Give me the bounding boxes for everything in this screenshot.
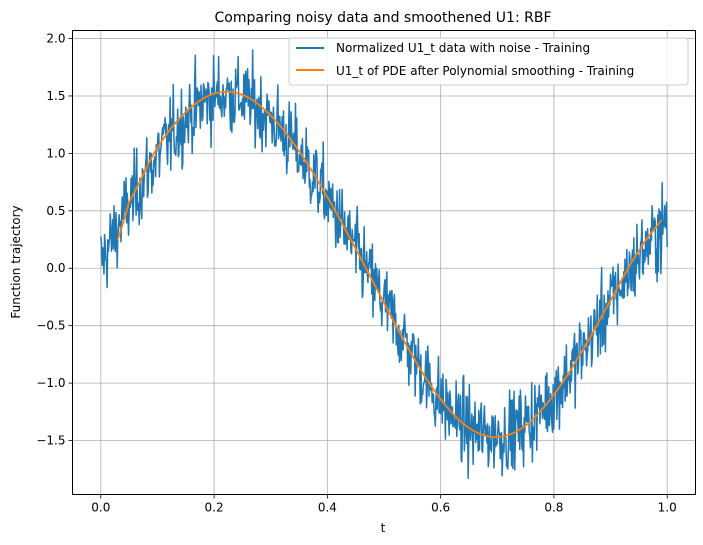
y-axis-label: Function trajectory bbox=[9, 205, 23, 318]
series-noisy-line bbox=[100, 49, 668, 480]
series-smoothed-line bbox=[116, 90, 663, 439]
legend: Normalized U1_t data with noise - Traini… bbox=[288, 37, 689, 86]
series-layer bbox=[100, 49, 668, 480]
x-tick-label: 0.8 bbox=[544, 501, 563, 515]
x-tick-label: 0.2 bbox=[205, 501, 224, 515]
x-tick-label: 0.4 bbox=[318, 501, 337, 515]
legend-box bbox=[288, 37, 689, 86]
legend-label-smoothed: U1_t of PDE after Polynomial smoothing -… bbox=[336, 64, 634, 78]
y-tick-label: 2.0 bbox=[46, 32, 65, 46]
x-tick-label: 0.6 bbox=[431, 501, 450, 515]
x-tick-label: 0.0 bbox=[91, 501, 110, 515]
ticks: 0.0 0.2 0.4 0.6 0.8 1.0 −1.5 −1.0 −0.5 0.0 0.5 1.0 1… bbox=[36, 32, 676, 515]
y-tick-label: 1.0 bbox=[46, 146, 65, 160]
x-tick-label: 1.0 bbox=[658, 501, 677, 515]
y-tick-label: −1.0 bbox=[36, 376, 65, 390]
y-tick-label: −0.5 bbox=[36, 319, 65, 333]
y-tick-label: 0.5 bbox=[46, 204, 65, 218]
y-tick-label: 0.0 bbox=[46, 261, 65, 275]
chart-title: Comparing noisy data and smoothened U1: … bbox=[215, 10, 552, 26]
plot-frame bbox=[72, 30, 696, 495]
y-tick-label: −1.5 bbox=[36, 434, 65, 448]
x-axis-label: t bbox=[381, 521, 386, 535]
legend-label-noisy: Normalized U1_t data with noise - Traini… bbox=[336, 41, 590, 55]
y-tick-label: 1.5 bbox=[46, 89, 65, 103]
